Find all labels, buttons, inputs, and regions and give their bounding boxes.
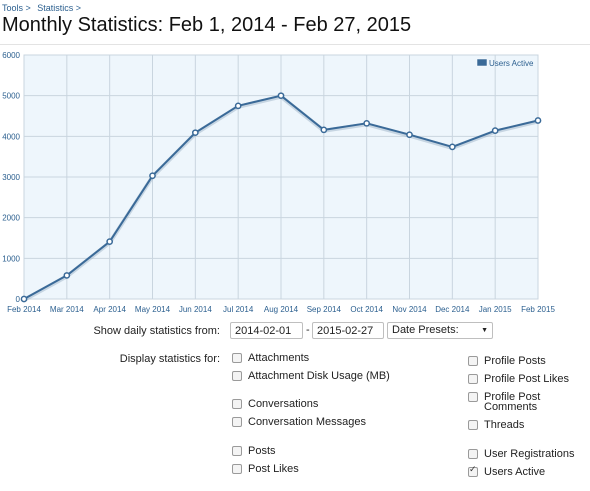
x-tick-label: Sep 2014 — [307, 305, 342, 314]
checkbox-label: Profile Post Likes — [484, 373, 569, 385]
data-point — [63, 272, 71, 279]
x-tick-label: Nov 2014 — [392, 305, 427, 314]
x-tick-label: Mar 2014 — [50, 305, 84, 314]
breadcrumb-statistics[interactable]: Statistics > — [37, 3, 82, 13]
checkbox-label: Attachments — [248, 352, 310, 364]
data-point — [320, 126, 328, 134]
x-tick-label: Jan 2015 — [479, 305, 512, 314]
checkbox-box[interactable] — [468, 392, 478, 402]
checkbox-users-active[interactable]: Users Active — [468, 465, 546, 478]
end-date-input[interactable] — [312, 322, 384, 339]
data-point — [534, 117, 542, 124]
display-stats-label: Display statistics for: — [119, 353, 220, 365]
checkbox-label: Profile Post Comments — [484, 391, 541, 413]
checkbox-label: Conversations — [248, 398, 319, 410]
checkbox-attachment-disk-usage[interactable]: Attachment Disk Usage (MB) — [232, 370, 390, 382]
checkbox-label: Posts — [248, 445, 276, 457]
checkbox-conversation-messages[interactable]: Conversation Messages — [232, 416, 367, 428]
checkbox-label: Threads — [484, 419, 525, 431]
y-tick-label: 3000 — [2, 173, 20, 182]
date-presets-select[interactable]: Date Presets: ▼ — [387, 322, 493, 339]
date-presets-value: Date Presets: — [392, 324, 459, 336]
checkbox-posts[interactable]: Posts — [232, 445, 276, 457]
y-tick-label: 2000 — [2, 214, 20, 223]
x-tick-label: Feb 2015 — [521, 305, 555, 314]
x-tick-label: May 2014 — [135, 305, 171, 314]
data-point — [448, 143, 456, 151]
checkbox-box[interactable] — [468, 374, 478, 384]
y-tick-label: 0 — [16, 295, 21, 304]
checkbox-profile-post-comments[interactable]: Profile Post Comments — [468, 391, 590, 413]
x-tick-label: Jun 2014 — [179, 305, 212, 314]
daily-stats-label: Show daily statistics from: — [93, 325, 220, 337]
x-tick-label: Aug 2014 — [264, 305, 299, 314]
checkbox-box[interactable] — [468, 465, 478, 477]
x-tick-label: Feb 2014 — [7, 305, 41, 314]
dropdown-caret-icon: ▼ — [481, 327, 488, 334]
legend-swatch — [476, 58, 488, 67]
checkbox-post-likes[interactable]: Post Likes — [232, 463, 299, 475]
data-point — [191, 129, 199, 137]
data-point — [406, 131, 413, 139]
checkbox-label: Profile Posts — [484, 355, 546, 367]
checkbox-box[interactable] — [468, 449, 478, 459]
data-point — [277, 92, 285, 100]
checkbox-box[interactable] — [232, 446, 242, 456]
title-divider — [0, 44, 590, 45]
checkbox-box[interactable] — [232, 417, 242, 427]
checkbox-label: Attachment Disk Usage (MB) — [248, 370, 390, 382]
data-point — [149, 172, 156, 180]
checkbox-box[interactable] — [468, 356, 478, 366]
checkbox-box[interactable] — [232, 371, 242, 381]
data-point — [491, 127, 499, 134]
checkbox-label: Post Likes — [248, 463, 299, 475]
checkbox-box[interactable] — [232, 353, 242, 363]
checkbox-label: User Registrations — [484, 448, 575, 460]
checkbox-box[interactable] — [468, 420, 478, 430]
checkbox-profile-posts[interactable]: Profile Posts — [468, 355, 546, 367]
checkbox-conversations[interactable]: Conversations — [232, 398, 319, 410]
y-tick-label: 6000 — [2, 51, 20, 60]
data-point — [106, 238, 114, 246]
y-tick-label: 1000 — [2, 254, 20, 263]
breadcrumb: Tools > Statistics > — [2, 3, 81, 13]
checkbox-attachments[interactable]: Attachments — [232, 352, 310, 364]
checkbox-label: Conversation Messages — [248, 416, 367, 428]
checkbox-label: Users Active — [484, 466, 546, 478]
x-tick-label: Apr 2014 — [93, 305, 126, 314]
y-tick-label: 5000 — [2, 92, 20, 101]
page-title: Monthly Statistics: Feb 1, 2014 - Feb 27… — [2, 14, 412, 36]
x-tick-label: Dec 2014 — [435, 305, 470, 314]
date-separator: - — [306, 324, 310, 336]
checkbox-user-registrations[interactable]: User Registrations — [468, 448, 575, 460]
checkbox-threads[interactable]: Threads — [468, 419, 525, 431]
x-tick-label: Jul 2014 — [223, 305, 254, 314]
checkbox-box[interactable] — [232, 399, 242, 409]
data-point — [20, 295, 28, 303]
data-point — [363, 119, 371, 127]
checkbox-box[interactable] — [232, 464, 242, 474]
x-tick-label: Oct 2014 — [350, 305, 383, 314]
chart-legend: Users Active — [476, 58, 534, 68]
y-tick-label: 4000 — [2, 132, 20, 141]
users-active-line-chart: 0 1000 2000 3000 4000 5000 6000 Feb 2014 Mar 201… — [2, 51, 555, 314]
breadcrumb-tools[interactable]: Tools > — [2, 3, 31, 13]
data-point — [234, 102, 242, 110]
checkbox-profile-post-likes[interactable]: Profile Post Likes — [468, 373, 569, 385]
legend-label: Users Active — [489, 59, 534, 68]
start-date-input[interactable] — [230, 322, 303, 339]
